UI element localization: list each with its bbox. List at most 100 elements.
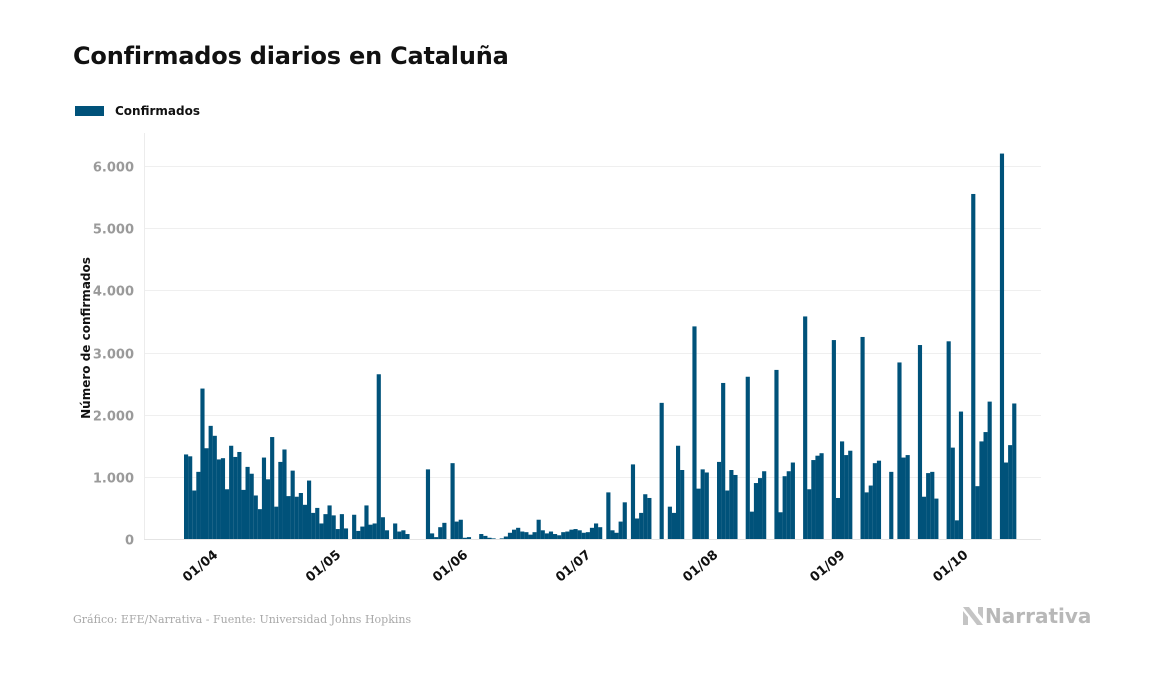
bar	[745, 376, 750, 539]
bar	[360, 526, 365, 539]
bar	[622, 502, 627, 539]
bar	[553, 534, 558, 539]
bar	[987, 401, 992, 539]
bar	[671, 512, 677, 539]
x-tick-label: 01/05	[303, 548, 344, 586]
bar	[676, 445, 681, 539]
bar	[479, 534, 484, 539]
bar	[524, 532, 529, 539]
bar	[397, 531, 402, 539]
bar	[245, 466, 250, 539]
bar	[848, 450, 853, 539]
bar	[782, 476, 787, 539]
bar	[573, 529, 578, 539]
bar	[532, 532, 537, 539]
bar	[376, 374, 381, 539]
bar	[835, 497, 841, 539]
bar	[462, 537, 467, 539]
legend-swatch	[75, 106, 104, 116]
y-tick-label: 6.000	[93, 161, 134, 176]
bar	[487, 537, 492, 539]
bar	[659, 402, 664, 539]
bar	[516, 527, 521, 539]
bar	[212, 435, 217, 539]
bar	[233, 456, 238, 539]
bar	[639, 512, 644, 539]
bars	[184, 153, 1017, 540]
bar	[261, 457, 267, 539]
bar	[598, 527, 603, 539]
bar	[225, 489, 230, 539]
narrativa-logo-icon	[963, 607, 983, 625]
bar	[815, 455, 820, 539]
brand-name: Narrativa	[985, 604, 1092, 628]
bar	[307, 480, 312, 539]
bar	[503, 536, 508, 539]
bar	[323, 514, 328, 539]
bar	[983, 432, 988, 539]
bar	[905, 455, 910, 539]
bar	[917, 345, 923, 539]
bar	[184, 454, 189, 539]
y-tick-labels: 0 1.000 2.000 3.000 4.000 5.000 6.000	[93, 161, 134, 549]
bar	[425, 469, 431, 539]
bar	[606, 492, 611, 540]
bar	[237, 451, 242, 539]
y-tick-label: 5.000	[93, 223, 134, 238]
bar	[512, 529, 517, 539]
x-tick-label: 01/07	[553, 548, 594, 586]
bar	[868, 485, 873, 539]
bar	[889, 471, 894, 539]
bar	[188, 456, 193, 539]
bar	[528, 534, 533, 539]
bar	[393, 523, 398, 539]
bar	[544, 533, 549, 539]
bar	[327, 505, 332, 539]
bar	[405, 534, 410, 539]
bar	[717, 461, 722, 539]
bar	[278, 461, 283, 539]
bar	[618, 521, 623, 539]
brand-logo[interactable]: Narrativa	[963, 604, 1091, 628]
bar	[565, 531, 570, 539]
bar	[290, 470, 295, 539]
bar	[208, 425, 213, 539]
bar	[807, 489, 812, 539]
bar	[999, 153, 1005, 539]
bar	[557, 535, 562, 539]
bar	[581, 532, 586, 539]
bar	[840, 441, 845, 539]
bar	[630, 464, 636, 539]
bar	[643, 494, 648, 539]
bar	[315, 507, 320, 539]
x-tick-label: 01/04	[180, 548, 221, 586]
bar	[950, 447, 955, 539]
bar	[934, 498, 939, 539]
bar	[733, 474, 738, 539]
bar	[864, 492, 869, 540]
bar	[311, 512, 316, 539]
chart-title: Confirmados diarios en Cataluña	[73, 42, 509, 70]
legend: Confirmados	[75, 104, 200, 118]
bar	[696, 488, 701, 539]
bar	[946, 341, 951, 539]
bar	[384, 530, 390, 539]
bar	[282, 449, 287, 539]
bar	[819, 453, 824, 539]
bar	[540, 530, 545, 539]
bar	[954, 520, 959, 539]
bar	[364, 505, 369, 539]
bar	[753, 483, 759, 539]
bar	[499, 538, 504, 539]
bar	[430, 533, 435, 539]
bar	[803, 316, 808, 539]
bar	[401, 530, 406, 539]
x-tick-label: 01/09	[807, 548, 848, 586]
bar	[569, 529, 574, 539]
bar	[241, 489, 246, 539]
bar	[614, 532, 619, 539]
bar	[372, 523, 377, 539]
bar	[434, 537, 439, 539]
bar	[958, 411, 964, 539]
bar	[971, 193, 976, 539]
